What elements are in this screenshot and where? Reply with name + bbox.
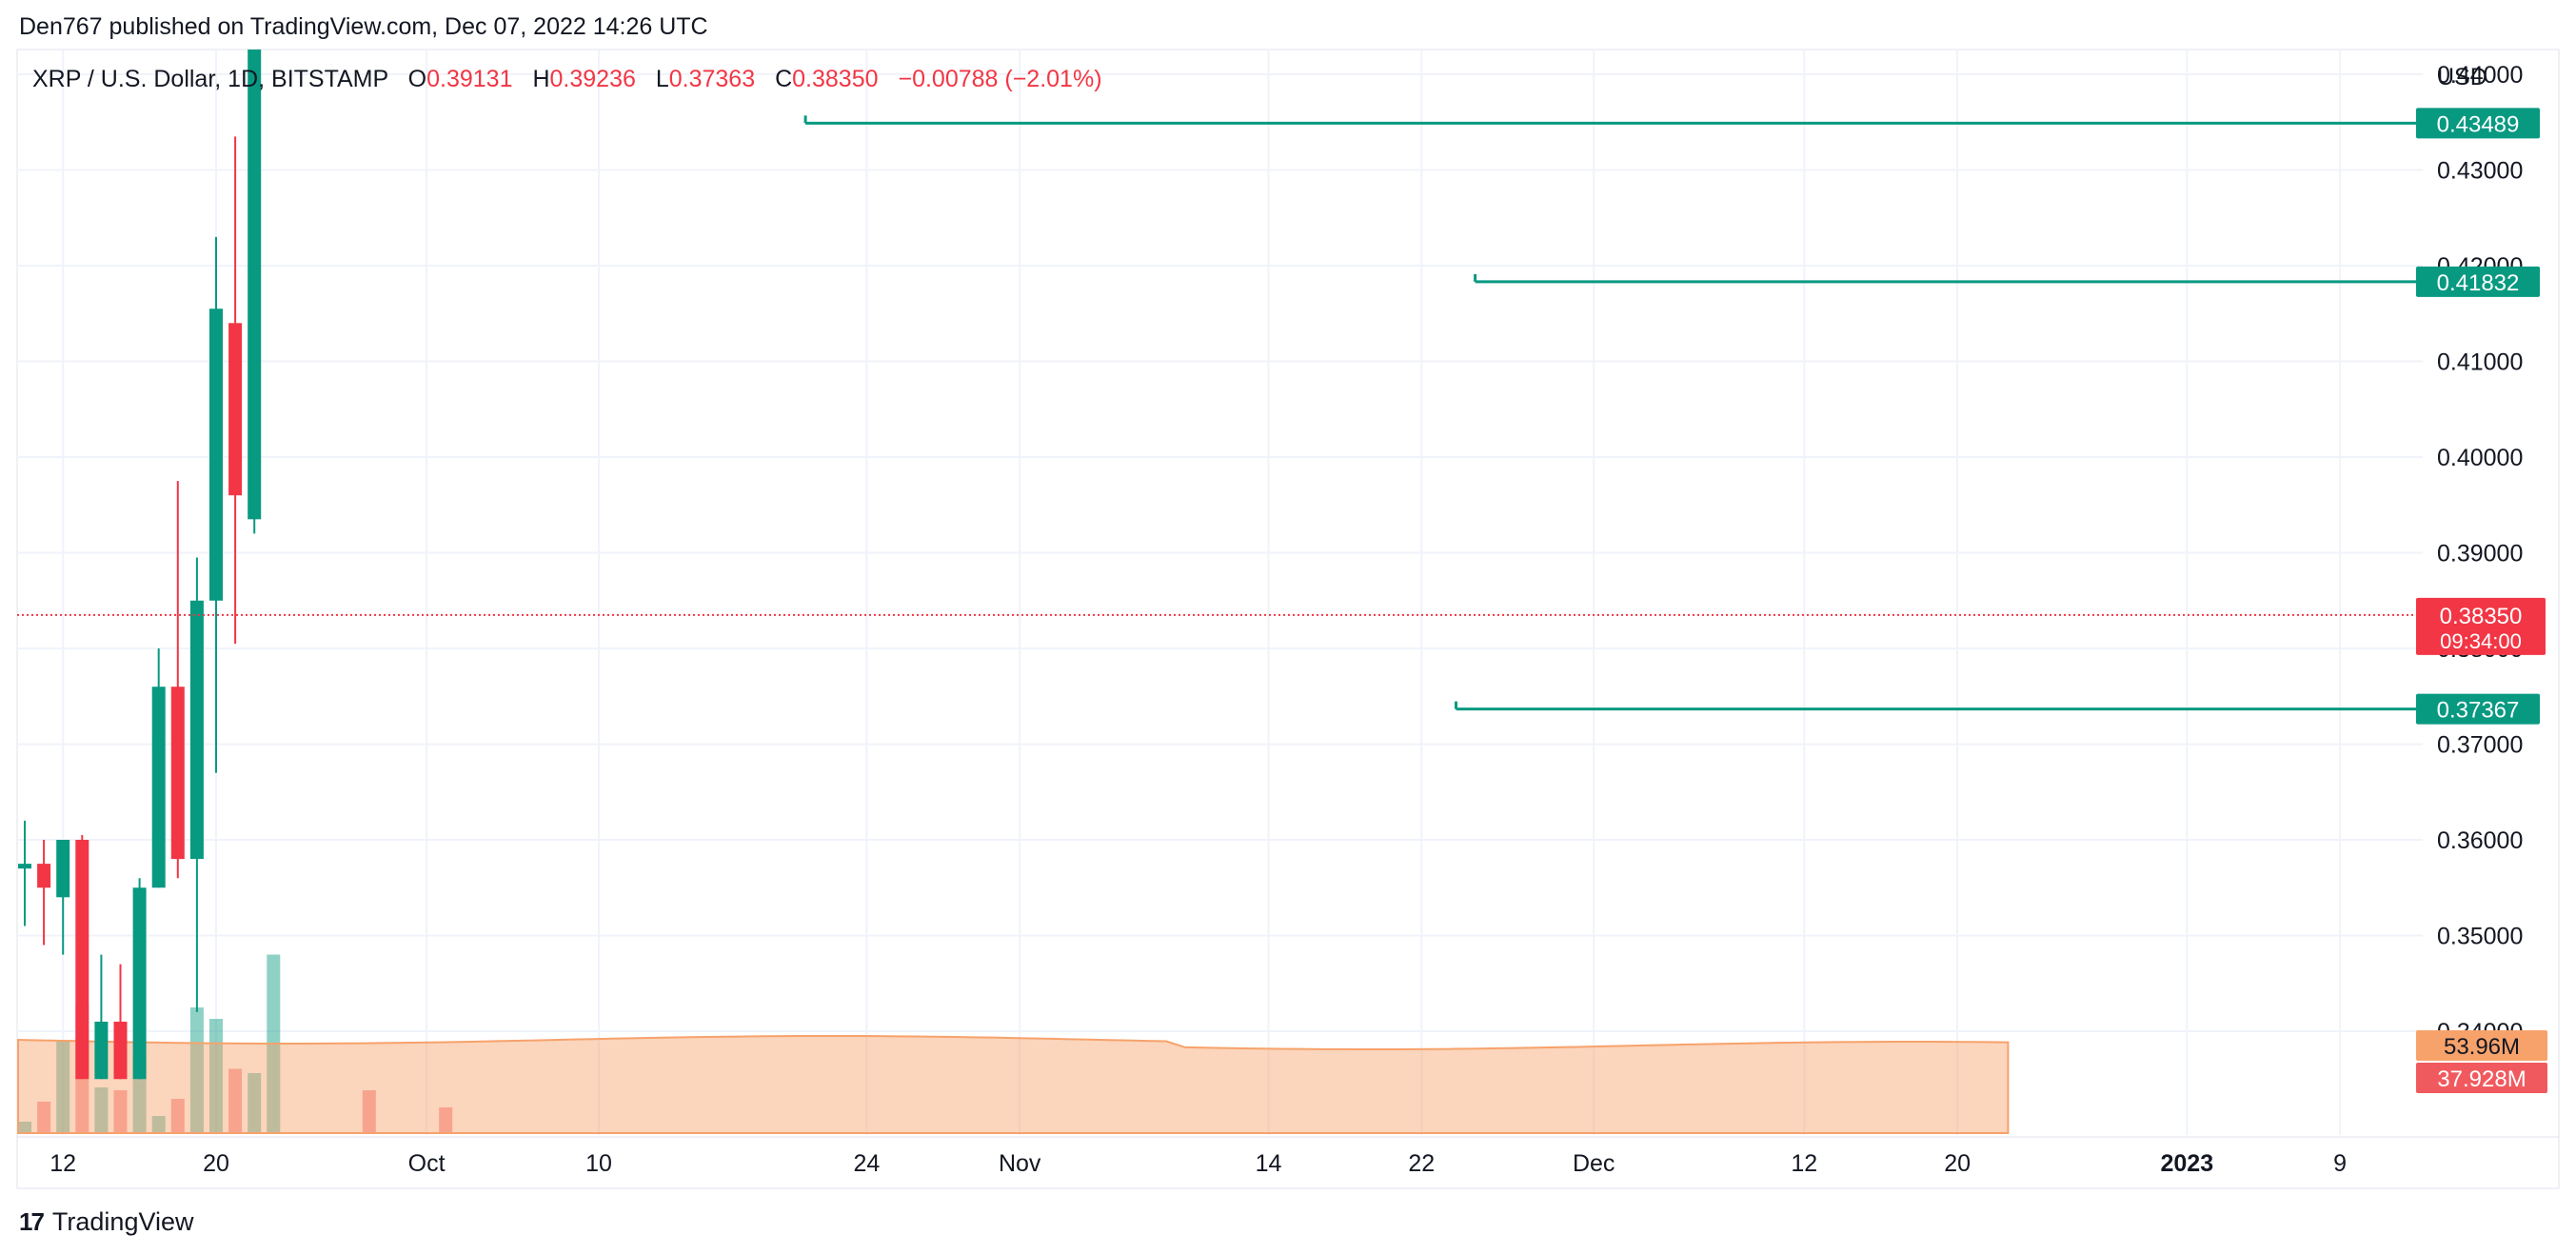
y-tick-label: 0.36000 [2437, 827, 2523, 854]
volume-bar [228, 1068, 243, 1133]
x-tick-label: Nov [999, 1150, 1041, 1177]
x-tick-label: 22 [1408, 1150, 1435, 1177]
y-tick-label: 0.40000 [2437, 445, 2523, 471]
legend-low-value: 0.37363 [668, 66, 756, 92]
legend-high-value: 0.39236 [549, 66, 636, 92]
candle-body [132, 887, 147, 1080]
y-tick-label: 0.37000 [2437, 732, 2523, 759]
legend-open-value: 0.39131 [426, 66, 513, 92]
volume-bar [151, 1116, 166, 1133]
volume-bar [56, 1040, 70, 1133]
y-tick-label: 0.39000 [2437, 541, 2523, 568]
volume-bar [209, 1019, 223, 1133]
last-price-label: 0.38350 [2440, 604, 2523, 629]
volume-bar [248, 1073, 262, 1133]
tradingview-footer[interactable]: 17 TradingView [19, 1207, 194, 1237]
volume-bar [113, 1090, 128, 1133]
volume-bar [37, 1102, 51, 1133]
x-tick-label: 2023 [2160, 1150, 2213, 1177]
candle-body [56, 840, 70, 898]
last-price-badge [2416, 597, 2546, 655]
x-tick-label: Dec [1573, 1150, 1615, 1177]
candle-body [170, 687, 185, 860]
tradingview-brand: TradingView [51, 1207, 194, 1236]
x-tick-label: 12 [1791, 1150, 1817, 1177]
volume-bar [94, 1087, 109, 1133]
level-price-badge [2416, 266, 2540, 297]
volume-bar [362, 1090, 376, 1133]
volume-badge-label: 53.96M [2444, 1034, 2520, 1060]
volume-moving-average [17, 1034, 2010, 1134]
y-tick-label: 0.41000 [2437, 349, 2523, 376]
countdown-label: 09:34:00 [2440, 629, 2522, 653]
publisher-line: Den767 published on TradingView.com, Dec… [19, 13, 708, 41]
level-price-label: 0.43489 [2437, 111, 2520, 137]
candle-body [18, 864, 31, 869]
volume-bar [170, 1099, 185, 1133]
legend-low-label: L [655, 66, 669, 92]
candle-body [94, 1021, 109, 1080]
candle-body [151, 687, 166, 888]
candle-body [248, 50, 262, 520]
legend-change-value: −0.00788 (−2.01%) [898, 66, 1102, 92]
y-tick-label: 0.43000 [2437, 158, 2523, 185]
chart-frame [16, 49, 2560, 1189]
candle-body [228, 323, 243, 496]
legend-close-value: 0.38350 [792, 66, 879, 92]
x-tick-label: 14 [1256, 1150, 1282, 1177]
x-tick-label: 10 [585, 1150, 612, 1177]
legend-symbol: XRP / U.S. Dollar, 1D, BITSTAMP [32, 66, 388, 92]
volume-bar [18, 1122, 31, 1133]
volume-badge [2416, 1063, 2547, 1093]
candle-body [113, 1021, 128, 1080]
candle-body [189, 600, 204, 860]
candle-body [75, 840, 89, 1080]
ohlc-legend: XRP / U.S. Dollar, 1D, BITSTAMP O0.39131… [32, 66, 1102, 93]
x-tick-label: 9 [2333, 1150, 2347, 1177]
x-tick-label: 20 [203, 1150, 229, 1177]
volume-bar [189, 1007, 204, 1133]
candle-body [37, 864, 51, 888]
x-tick-label: 20 [1944, 1150, 1971, 1177]
volume-bar [439, 1107, 453, 1133]
x-tick-label: Oct [408, 1150, 446, 1177]
level-price-label: 0.37367 [2437, 698, 2520, 724]
y-tick-label: 0.35000 [2437, 924, 2523, 950]
volume-badge [2416, 1030, 2547, 1061]
tradingview-logo-icon: 17 [19, 1207, 45, 1236]
legend-high-label: H [532, 66, 550, 92]
y-axis-currency: USD [2437, 64, 2487, 90]
x-tick-label: 24 [853, 1150, 880, 1177]
x-tick-label: 12 [50, 1150, 76, 1177]
y-tick-label: 0.44000 [2437, 62, 2523, 89]
candle-body [209, 309, 223, 601]
level-price-label: 0.41832 [2437, 270, 2520, 296]
plot-area [17, 50, 2010, 1134]
legend-open-label: O [407, 66, 427, 92]
level-price-badge [2416, 108, 2540, 139]
publisher-text: Den767 published on TradingView.com, Dec… [19, 13, 708, 40]
level-price-badge [2416, 693, 2540, 725]
volume-badge-label: 37.928M [2437, 1066, 2526, 1092]
legend-close-label: C [775, 66, 793, 92]
